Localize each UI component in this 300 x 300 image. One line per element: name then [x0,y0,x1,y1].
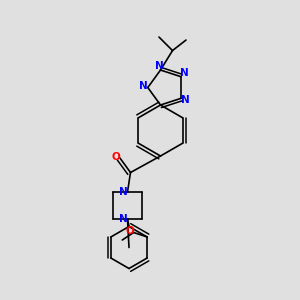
Text: N: N [180,68,188,78]
Text: O: O [126,226,134,236]
Text: O: O [111,152,120,162]
Text: N: N [139,81,147,91]
Text: N: N [119,187,128,197]
Text: N: N [181,95,189,105]
Text: N: N [119,214,128,224]
Text: N: N [154,61,164,70]
